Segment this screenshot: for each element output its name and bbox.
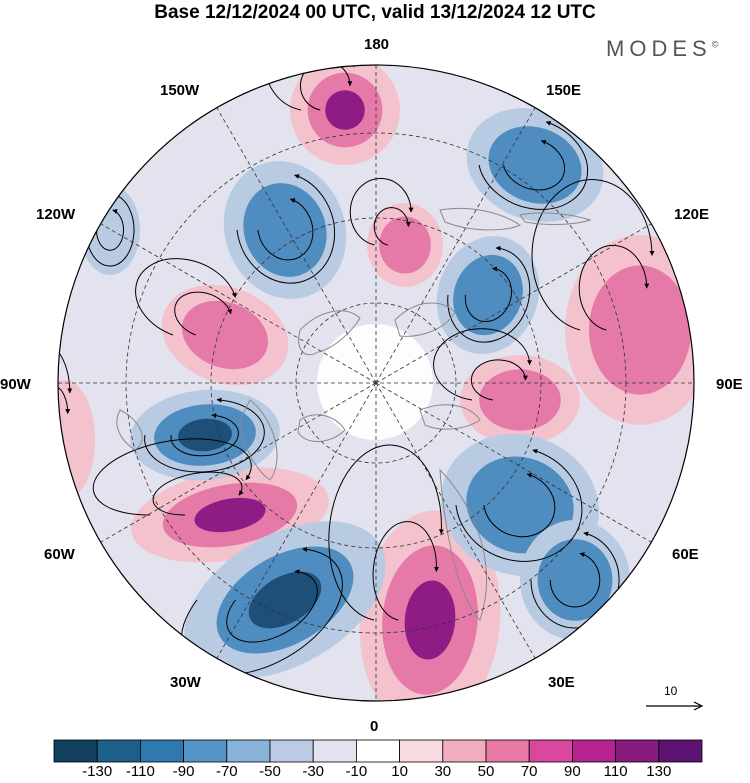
- streamline-1-1: [349, 177, 414, 246]
- lon-label-150w: 150W: [160, 82, 200, 99]
- lon-label-90e: 90E: [716, 376, 743, 393]
- map-title: Base 12/12/2024 00 UTC, valid 13/12/2024…: [154, 2, 596, 23]
- colorbar-swatch-6: [312, 739, 357, 763]
- graticule: [58, 65, 694, 701]
- streamline-3-0: [578, 244, 650, 331]
- colorbar-label: -70: [215, 763, 238, 780]
- positive-anomaly-4: [479, 369, 561, 431]
- streamline-7-1: [328, 444, 444, 621]
- lon-label-90w: 90W: [0, 376, 31, 393]
- positive-anomaly-5: [58, 380, 95, 500]
- colorbar-swatch-7: [355, 739, 400, 763]
- lon-label-120w: 120W: [36, 206, 76, 223]
- negative-anomaly-14: [537, 539, 613, 621]
- colorbar-swatch-9: [442, 739, 487, 763]
- negative-anomaly-9: [243, 183, 327, 277]
- streamline-7-0: [372, 521, 440, 621]
- streamline-3-1: [531, 179, 655, 331]
- colorbar-swatch-4: [226, 739, 271, 763]
- negative-anomaly-12: [178, 418, 232, 452]
- colorbar-swatch-10: [485, 739, 530, 763]
- negative-anomaly-8: [488, 126, 582, 204]
- streamline-2-1: [135, 258, 237, 336]
- positive-anomaly-0: [325, 90, 365, 130]
- streamline-4-1: [433, 328, 533, 401]
- colorbar-label: -110: [125, 763, 155, 780]
- colorbar-swatch-5: [269, 739, 314, 763]
- colorbar-label: 10: [391, 763, 408, 780]
- colorbar-label: 110: [603, 763, 628, 780]
- streamline-6-1: [92, 438, 252, 516]
- colorbar-swatch-13: [615, 739, 660, 763]
- lon-label-0: 0: [370, 718, 379, 735]
- streamline-5-0: [58, 386, 71, 441]
- reference-vector-label: 10: [664, 684, 678, 698]
- positive-anomaly-1: [379, 216, 431, 274]
- colorbar-label: 70: [520, 763, 538, 780]
- streamline-14-0: [549, 552, 601, 608]
- colorbar-swatch-14: [658, 739, 703, 763]
- streamline-10-1: [85, 193, 135, 267]
- streamline-15-0: [226, 569, 318, 643]
- colorbar-label: 130: [646, 763, 672, 780]
- colorbar-label: 50: [477, 763, 495, 780]
- colorbar-swatch-12: [572, 739, 617, 763]
- lon-label-30e: 30E: [548, 674, 575, 691]
- anomaly-field: [58, 65, 694, 701]
- streamline-8-0: [503, 139, 566, 191]
- positive-anomaly-7: [404, 580, 456, 660]
- colorbar-swatch-3: [183, 739, 228, 763]
- colorbar: [53, 739, 703, 763]
- streamline-12-1: [144, 397, 265, 473]
- streamline-8-1: [478, 120, 589, 210]
- streamline-1-0: [373, 207, 411, 246]
- colorbar-label: -10: [345, 763, 368, 780]
- streamline-4-0: [470, 359, 528, 401]
- lon-label-120e: 120E: [674, 206, 710, 223]
- map-border: [57, 64, 695, 702]
- colorbar-swatch-0: [53, 739, 98, 763]
- negative-anomaly-10: [80, 185, 140, 275]
- streamline-11-0: [464, 266, 512, 323]
- negative-anomaly-15: [248, 571, 322, 629]
- colorbar-label: -130: [82, 763, 113, 780]
- lon-label-180: 180: [364, 36, 390, 53]
- positive-anomaly-2: [181, 300, 269, 370]
- streamline-6-0: [152, 471, 244, 516]
- brand-logo: MODES©: [606, 36, 719, 61]
- lon-label-150e: 150E: [546, 82, 582, 99]
- positive-anomaly-3: [589, 265, 691, 395]
- streamline-13-1: [455, 448, 583, 562]
- lon-label-60e: 60E: [672, 546, 699, 563]
- streamline-13-0: [483, 472, 556, 538]
- colorbar-swatch-11: [528, 739, 573, 763]
- reference-vector-arrow: [646, 701, 704, 711]
- lon-label-60w: 60W: [44, 546, 75, 563]
- streamline-5-1: [58, 344, 73, 441]
- positive-anomaly-6: [194, 497, 266, 533]
- streamline-11-1: [447, 245, 531, 343]
- colorbar-swatch-2: [139, 739, 184, 763]
- colorbar-swatch-8: [399, 739, 444, 763]
- streamline-10-0: [96, 209, 124, 251]
- colorbar-label: -30: [302, 763, 325, 780]
- colorbar-swatch-1: [96, 739, 141, 763]
- streamline-2-0: [174, 291, 232, 336]
- streamline-0-1: [265, 65, 357, 111]
- streamline-9-0: [257, 198, 314, 261]
- lon-label-30w: 30W: [170, 674, 201, 691]
- colorbar-label: 30: [434, 763, 452, 780]
- streamline-12-0: [170, 412, 239, 457]
- streamline-9-1: [236, 174, 336, 284]
- colorbar-label: -90: [172, 763, 195, 780]
- colorbar-label: 90: [564, 763, 581, 780]
- colorbar-label: -50: [259, 763, 281, 780]
